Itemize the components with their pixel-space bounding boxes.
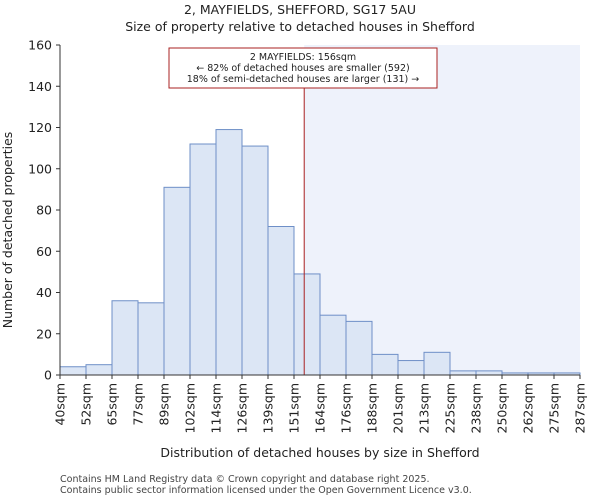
y-tick-label-140: 140: [28, 79, 52, 94]
x-tick-label-164sqm: 164sqm: [313, 383, 328, 433]
x-axis-label: Distribution of detached houses by size …: [160, 445, 479, 460]
bar-225sqm: [449, 370, 477, 376]
annotation-box: [168, 47, 438, 89]
bar-77sqm: [137, 302, 165, 376]
y-tick-label-20: 20: [36, 326, 52, 341]
x-tick-label-225sqm: 225sqm: [443, 383, 458, 433]
bar-238sqm: [475, 370, 503, 376]
bar-89sqm: [163, 186, 191, 376]
bar-139sqm: [267, 226, 295, 376]
bar-201sqm: [397, 360, 425, 376]
bar-65sqm: [111, 300, 139, 376]
y-tick-label-60: 60: [36, 244, 52, 259]
x-tick-label-89sqm: 89sqm: [157, 383, 172, 426]
bar-40sqm: [59, 366, 87, 376]
y-tick-label-100: 100: [28, 161, 52, 176]
x-tick-label-114sqm: 114sqm: [209, 383, 224, 433]
bar-126sqm: [241, 145, 269, 376]
chart-title: 2, MAYFIELDS, SHEFFORD, SG17 5AU: [184, 2, 416, 17]
chart-subtitle: Size of property relative to detached ho…: [125, 19, 475, 34]
x-tick-label-188sqm: 188sqm: [365, 383, 380, 433]
x-tick-label-151sqm: 151sqm: [287, 383, 302, 433]
bar-102sqm: [189, 143, 217, 376]
footer-line-1: Contains HM Land Registry data © Crown c…: [60, 474, 430, 485]
y-tick-label-160: 160: [28, 38, 52, 53]
y-ticks-group: 0 20 40 60 80 100 120 140 160: [28, 38, 60, 383]
x-tick-label-238sqm: 238sqm: [469, 383, 484, 433]
bar-213sqm: [423, 351, 451, 376]
y-tick-label-120: 120: [28, 120, 52, 135]
y-tick-label-0: 0: [44, 368, 52, 383]
bar-114sqm: [215, 129, 243, 376]
annotation-larger: 18% of semi-detached houses are larger (…: [187, 74, 420, 85]
x-tick-label-275sqm: 275sqm: [547, 383, 562, 433]
footer-line-2: Contains public sector information licen…: [60, 485, 472, 496]
x-tick-label-201sqm: 201sqm: [391, 383, 406, 433]
x-ticks-group: 40sqm 52sqm 65sqm 77sqm 89sqm 102sqm 114sqm 126…: [53, 375, 588, 433]
larger-region-shade: [304, 45, 580, 375]
y-tick-label-80: 80: [36, 203, 52, 218]
x-tick-label-52sqm: 52sqm: [79, 383, 94, 426]
x-tick-label-77sqm: 77sqm: [131, 383, 146, 426]
bar-188sqm: [371, 353, 399, 376]
bar-52sqm: [85, 364, 113, 376]
x-tick-label-102sqm: 102sqm: [183, 383, 198, 433]
x-tick-label-250sqm: 250sqm: [495, 383, 510, 433]
y-tick-label-40: 40: [36, 285, 52, 300]
x-tick-label-65sqm: 65sqm: [105, 383, 120, 426]
x-tick-label-176sqm: 176sqm: [339, 383, 354, 433]
x-tick-label-262sqm: 262sqm: [521, 383, 536, 433]
x-tick-label-126sqm: 126sqm: [235, 383, 250, 433]
y-axis-label: Number of detached properties: [0, 132, 15, 329]
bar-164sqm: [319, 314, 347, 376]
bars-group: [59, 129, 581, 376]
x-tick-label-139sqm: 139sqm: [261, 383, 276, 433]
x-tick-label-287sqm: 287sqm: [573, 383, 588, 433]
bar-151sqm: [293, 273, 321, 376]
annotation-title: 2 MAYFIELDS: 156sqm: [250, 52, 356, 63]
annotation-smaller: ← 82% of detached houses are smaller (59…: [196, 63, 409, 74]
bar-176sqm: [345, 320, 373, 376]
x-tick-label-213sqm: 213sqm: [417, 383, 432, 433]
x-tick-label-40sqm: 40sqm: [53, 383, 68, 426]
